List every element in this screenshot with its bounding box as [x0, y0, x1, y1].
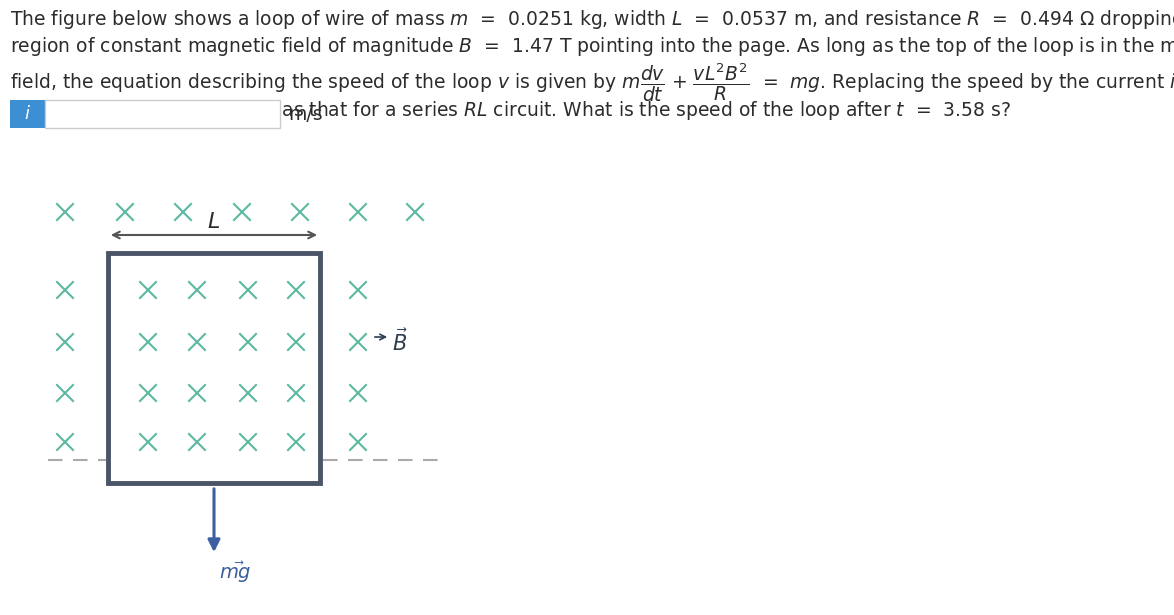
Bar — [108, 253, 321, 483]
Text: $L$: $L$ — [208, 212, 221, 232]
Text: $\vec{mg}$: $\vec{mg}$ — [220, 560, 251, 585]
Text: $\vec{B}$: $\vec{B}$ — [392, 328, 407, 355]
Text: The figure below shows a loop of wire of mass $m$  =  0.0251 kg, width $L$  =  0: The figure below shows a loop of wire of… — [11, 8, 1174, 31]
Text: m/s: m/s — [288, 105, 323, 124]
Bar — [45, 100, 281, 128]
Bar — [11, 100, 45, 128]
Text: region of constant magnetic field of magnitude $B$  =  1.47 T pointing into the : region of constant magnetic field of mag… — [11, 35, 1174, 58]
Text: equation has the same form as that for a series $RL$ circuit. What is the speed : equation has the same form as that for a… — [11, 99, 1011, 122]
Text: field, the equation describing the speed of the loop $v$ is given by $m\dfrac{dv: field, the equation describing the speed… — [11, 62, 1174, 105]
Text: $i$: $i$ — [23, 105, 31, 123]
